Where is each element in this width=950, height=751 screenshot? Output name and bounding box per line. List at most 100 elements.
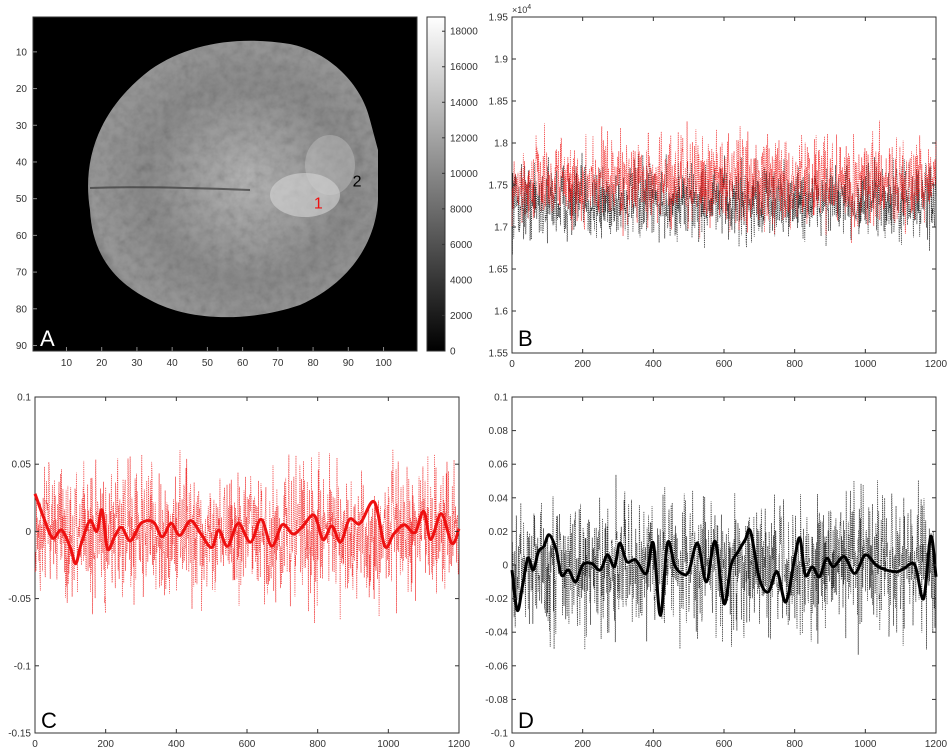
x-tick-label: 600 [716,359,733,370]
x-tick-label: 400 [168,739,185,750]
y-tick-label: 0.1 [494,393,508,404]
raw-series-line [511,120,937,244]
x-tick-label: 10 [61,358,73,369]
panel-a-letter: A [40,326,55,351]
panel-a-y-ticks: 10 20 30 40 50 60 70 80 90 [16,47,37,352]
panel-b-y-multiplier: ×104 [512,4,531,15]
x-tick-label: 0 [32,739,38,750]
y-tick-label: 1.6 [494,307,508,318]
x-tick-label: 80 [308,358,320,369]
y-tick-label: 0 [25,527,31,538]
colorbar-tick-label: 2000 [450,311,473,322]
x-tick-label: 90 [343,358,355,369]
x-tick-label: 20 [96,358,108,369]
raw-series-line [511,474,937,655]
annotation-1-label: 1 [314,195,323,212]
x-tick-label: 800 [309,739,326,750]
panel-d-series [510,474,938,655]
x-tick-label: 800 [786,359,803,370]
y-tick-label: 0.04 [489,493,509,504]
colorbar-tick-label: 10000 [450,169,478,180]
colorbar-tick-label: 12000 [450,133,478,144]
y-tick-label: 40 [16,157,28,168]
panel-a: 1 2 10 20 30 40 50 60 70 80 90 100 10 20 30 40 50 60 70… [16,16,478,369]
x-tick-label: 0 [509,359,515,370]
panel-c-letter: C [41,708,57,733]
x-tick-label: 60 [237,358,249,369]
y-tick-label: -0.15 [8,729,31,740]
panel-b-y-ticks: 1.55 1.6 1.65 1.7 1.75 1.8 1.85 1.9 1.95 [489,13,936,360]
y-tick-label: 20 [16,84,28,95]
y-tick-label: 70 [16,268,28,279]
y-tick-label: 0.06 [489,460,509,471]
x-tick-label: 400 [645,359,662,370]
x-tick-label: 1200 [925,739,948,750]
x-tick-label: 30 [131,358,143,369]
x-tick-label: 1200 [448,739,471,750]
panel-d: 0 200 400 600 800 1000 1200 -0.1 -0.08 -0.06 -0.0… [485,393,947,751]
smoothed-series-line [33,493,461,566]
y-tick-label: 1.9 [494,55,508,66]
colorbar-tick-label: 4000 [450,275,473,286]
x-tick-label: 200 [574,359,591,370]
panel-c-y-ticks: -0.15 -0.1 -0.05 0 0.05 0.1 [8,393,459,740]
colorbar-tick-label: 16000 [450,62,478,73]
y-tick-label: 0.08 [489,426,509,437]
panel-c-axes-frame [34,396,460,734]
panel-d-letter: D [518,708,534,733]
panel-b-series [511,120,937,255]
y-tick-label: -0.1 [491,729,509,740]
panel-a-axes-frame [32,16,418,352]
colorbar-tick-label: 8000 [450,204,473,215]
panel-c: 0 200 400 600 800 1000 1200 -0.15 -0.1 -0.05 0 0.0… [8,393,470,751]
y-tick-label: 1.85 [489,97,509,108]
y-tick-label: 1.75 [489,181,509,192]
x-tick-label: 40 [167,358,179,369]
x-tick-label: 100 [375,358,392,369]
raw-series-line [34,449,460,624]
colorbar-tick-label: 14000 [450,98,478,109]
panel-c-x-ticks: 0 200 400 600 800 1000 1200 [32,397,471,750]
y-tick-label: -0.06 [485,661,508,672]
colorbar-ticks: 0 2000 4000 6000 8000 10000 12000 14000 16000 180… [442,27,478,358]
panel-b: 0 200 400 600 800 1000 1200 1.55 1.6 1.65 1.7 1.75… [489,4,948,370]
annotation-2-label: 2 [353,173,362,190]
y-tick-label: 10 [16,47,28,58]
y-tick-label: 80 [16,304,28,315]
panel-d-x-ticks: 0 200 400 600 800 1000 1200 [509,397,948,750]
x-tick-label: 800 [786,739,803,750]
x-tick-label: 200 [97,739,114,750]
y-tick-label: 0 [502,561,508,572]
x-tick-label: 600 [239,739,256,750]
colorbar-tick-label: 0 [450,347,456,358]
y-tick-label: -0.1 [14,661,32,672]
x-tick-label: 600 [716,739,733,750]
y-tick-label: 0.1 [17,393,31,404]
colorbar-tick-label: 6000 [450,240,473,251]
y-tick-label: 0.02 [489,527,509,538]
y-tick-label: 1.7 [494,223,508,234]
x-tick-label: 1000 [377,739,400,750]
y-tick-label: 1.95 [489,13,509,24]
x-tick-label: 1000 [854,739,877,750]
x-tick-label: 1000 [854,359,877,370]
y-tick-label: 1.55 [489,349,509,360]
x-tick-label: 70 [272,358,284,369]
y-tick-label: -0.05 [8,594,31,605]
x-tick-label: 50 [202,358,214,369]
x-tick-label: 400 [645,739,662,750]
colorbar-tick-label: 18000 [450,27,478,38]
x-tick-label: 1200 [925,359,948,370]
y-tick-label: -0.02 [485,594,508,605]
panel-b-letter: B [518,326,533,351]
smoothed-series-line [510,528,938,617]
y-tick-label: 1.8 [494,139,508,150]
y-tick-label: 90 [16,341,28,352]
colorbar [426,16,446,352]
y-tick-label: 0.05 [12,460,32,471]
x-tick-label: 200 [574,739,591,750]
y-tick-label: 1.65 [489,265,509,276]
y-tick-label: 60 [16,231,28,242]
y-tick-label: -0.04 [485,628,508,639]
